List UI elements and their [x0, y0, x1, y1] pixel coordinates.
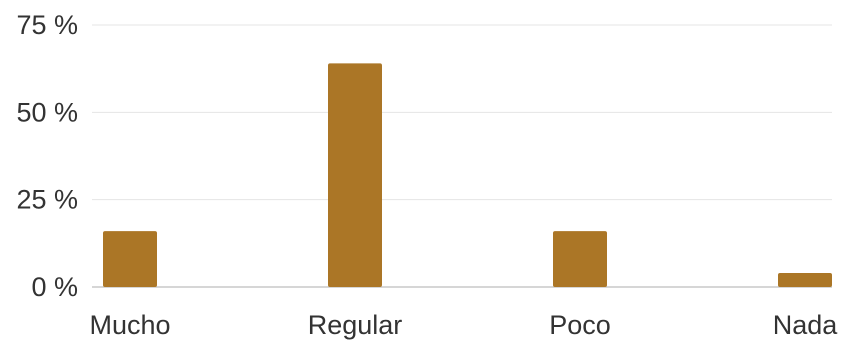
x-tick-label: Poco [549, 310, 611, 340]
bars [103, 63, 832, 287]
bar-mucho [103, 231, 157, 287]
y-tick-label: 0 % [31, 272, 78, 302]
bar-nada [778, 273, 832, 287]
x-axis-ticks: Mucho Regular Poco Nada [89, 310, 838, 340]
x-tick-label: Regular [308, 310, 403, 340]
bar-poco [553, 231, 607, 287]
gridlines [92, 24, 832, 288]
x-tick-label: Mucho [89, 310, 170, 340]
y-tick-label: 25 % [16, 185, 78, 215]
y-tick-label: 75 % [16, 10, 78, 40]
y-axis-ticks: 0 % 25 % 50 % 75 % [16, 10, 78, 302]
bar-regular [328, 63, 382, 287]
x-tick-label: Nada [773, 310, 839, 340]
y-tick-label: 50 % [16, 97, 78, 127]
